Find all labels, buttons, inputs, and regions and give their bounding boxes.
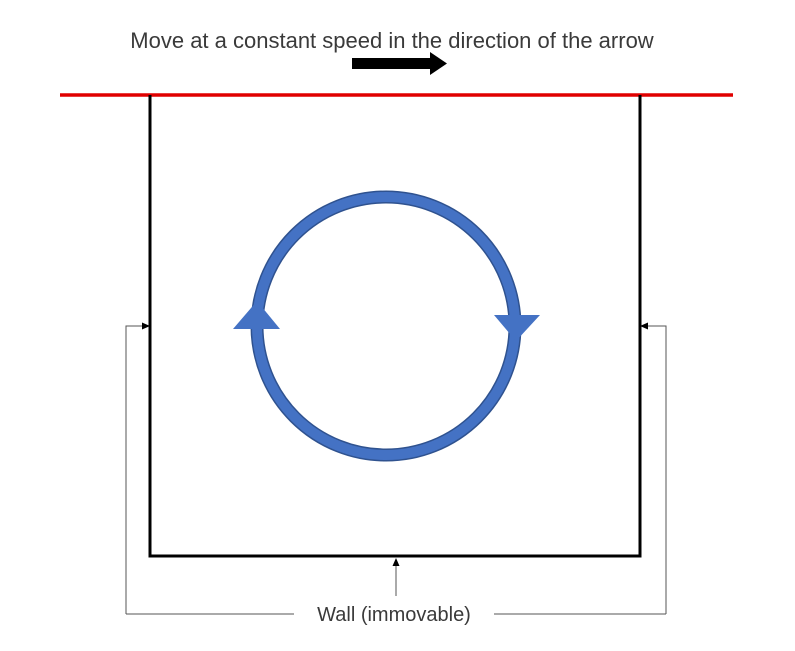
direction-arrow-icon xyxy=(352,52,447,75)
wall-leader-lines xyxy=(125,325,667,615)
bottom-wall-pointer-icon xyxy=(392,558,400,566)
circulation-arrowhead-up-icon xyxy=(233,301,280,329)
right-wall-pointer-icon xyxy=(640,322,648,330)
cavity-walls xyxy=(148,95,642,558)
left-wall-pointer-icon xyxy=(142,322,150,330)
circulation-icon xyxy=(233,190,540,462)
caption-text: Move at a constant speed in the directio… xyxy=(130,28,654,53)
wall-label: Wall (immovable) xyxy=(317,604,471,626)
circulation-arrowhead-down-icon xyxy=(494,315,540,341)
